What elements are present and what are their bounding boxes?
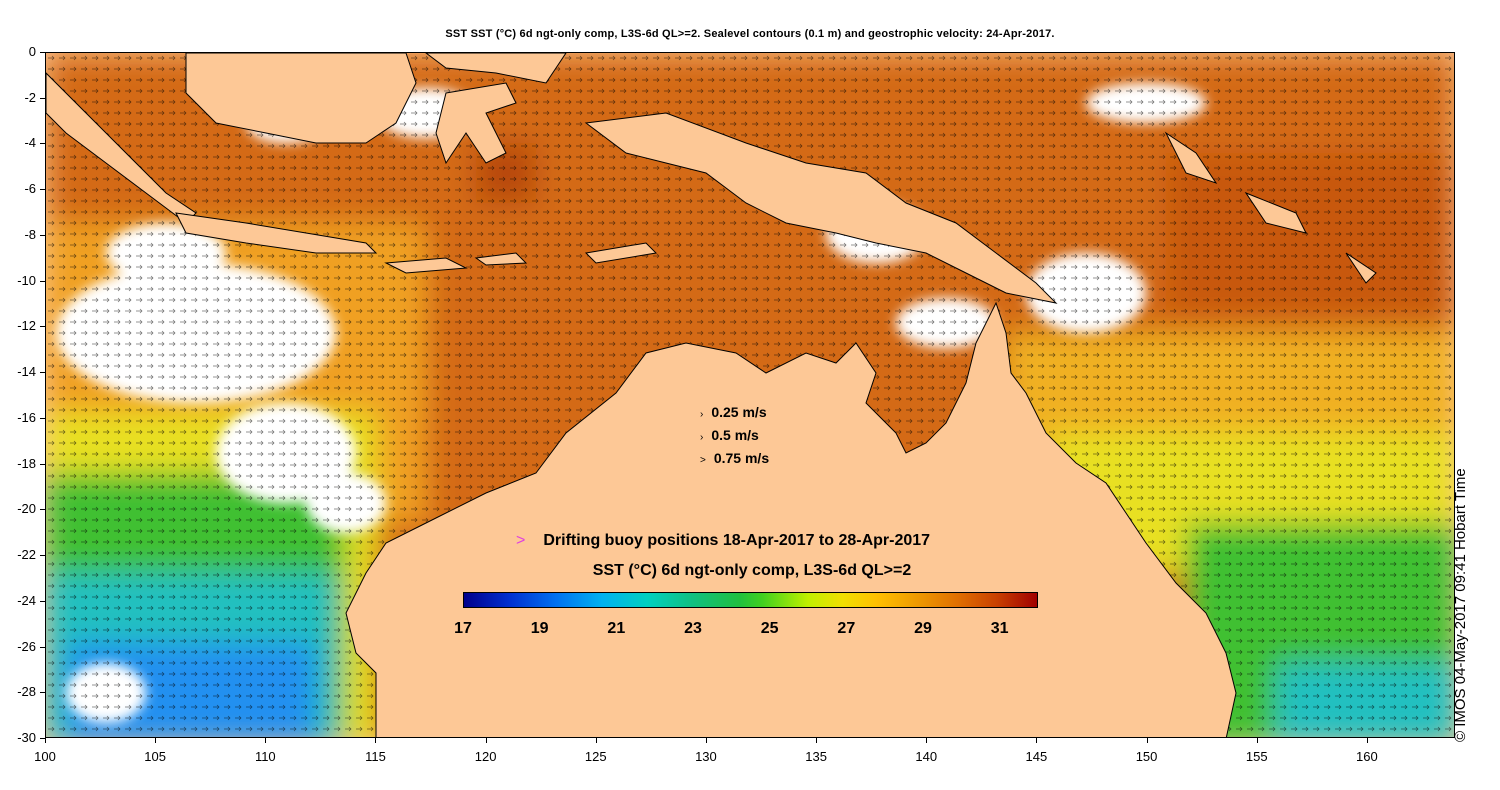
colorbar-tick-label: 25 <box>760 620 779 637</box>
map-title: SST SST (°C) 6d ngt-only comp, L3S-6d QL… <box>445 28 1055 40</box>
x-tick-label: 115 <box>365 749 386 764</box>
colorbar-tick-label: 21 <box>607 620 626 637</box>
y-tick-label: -2 <box>24 89 36 105</box>
y-tick-mark <box>40 509 45 511</box>
y-tick-label: 0 <box>28 44 36 59</box>
y-tick-mark <box>40 189 45 191</box>
y-tick-label: -10 <box>17 272 36 288</box>
y-tick-mark <box>40 326 45 328</box>
colorbar <box>463 592 1038 608</box>
x-tick-mark <box>595 738 597 743</box>
x-tick-mark <box>1146 738 1148 743</box>
velocity-arrow-icon: › <box>700 409 704 420</box>
colorbar-tick-label: 19 <box>530 620 549 637</box>
x-tick-label: 110 <box>254 749 276 764</box>
x-tick-label: 100 <box>34 749 56 764</box>
y-tick-label: -28 <box>17 684 36 700</box>
x-tick-mark <box>45 738 46 743</box>
x-tick-label: 120 <box>474 749 497 764</box>
x-tick-label: 125 <box>584 749 607 764</box>
x-tick-label: 130 <box>695 749 717 764</box>
colorbar-tick-label: 17 <box>454 620 472 637</box>
y-tick-label: -22 <box>17 547 36 563</box>
y-tick-mark <box>40 555 45 557</box>
x-tick-mark <box>265 738 267 743</box>
x-tick-mark <box>1366 738 1368 743</box>
colorbar-tick-label: 31 <box>990 620 1009 637</box>
velocity-legend-row: › 0.25 m/s <box>700 404 767 420</box>
y-tick-mark <box>40 646 45 648</box>
velocity-legend-label: 0.5 m/s <box>711 427 759 443</box>
y-tick-mark <box>40 280 45 282</box>
y-tick-mark <box>40 52 45 53</box>
y-tick-label: -20 <box>17 501 36 517</box>
y-tick-mark <box>40 463 45 465</box>
colorbar-title-text: SST (°C) 6d ngt-only comp, L3S-6d QL>=2 <box>592 562 912 579</box>
y-tick-mark <box>40 600 45 602</box>
credit-text: © IMOS 04-May-2017 09:41 Hobart Time <box>1452 468 1469 742</box>
velocity-arrow-icon: › <box>700 432 704 443</box>
y-tick-label: -4 <box>24 135 36 151</box>
y-tick-label: -18 <box>17 455 36 471</box>
sst-map[interactable] <box>45 52 1455 738</box>
y-tick-mark <box>40 234 45 236</box>
x-tick-label: 140 <box>915 749 938 764</box>
y-tick-label: -24 <box>17 592 36 608</box>
x-tick-mark <box>155 738 157 743</box>
y-tick-mark <box>40 143 45 145</box>
buoy-marker-icon: > <box>516 532 526 549</box>
y-tick-mark <box>40 417 45 419</box>
x-tick-mark <box>375 738 377 743</box>
x-tick-label: 150 <box>1135 749 1158 764</box>
colorbar-tick-label: 27 <box>837 620 856 637</box>
y-tick-mark <box>40 692 45 694</box>
x-tick-mark <box>1256 738 1258 743</box>
x-tick-label: 135 <box>805 749 827 764</box>
x-tick-mark <box>816 738 818 743</box>
x-tick-label: 155 <box>1245 749 1268 764</box>
sst-map-canvas <box>46 53 1454 737</box>
colorbar-title: SST (°C) 6d ngt-only comp, L3S-6d QL>=2 <box>0 562 1500 580</box>
land <box>46 53 1377 737</box>
buoy-legend-label: Drifting buoy positions 18-Apr-2017 to 2… <box>543 532 931 549</box>
y-tick-mark <box>40 97 45 99</box>
x-tick-mark <box>926 738 928 743</box>
x-tick-mark <box>705 738 707 743</box>
y-tick-mark <box>40 372 45 374</box>
colorbar-tick-label: 29 <box>914 620 932 637</box>
x-tick-mark <box>485 738 487 743</box>
y-tick-label: -16 <box>17 409 36 425</box>
x-tick-label: 145 <box>1025 749 1048 764</box>
y-tick-label: -8 <box>24 226 36 242</box>
colorbar-tick-label: 23 <box>684 620 702 637</box>
velocity-legend-row: › 0.5 m/s <box>700 427 759 443</box>
y-tick-label: -30 <box>17 730 36 745</box>
velocity-arrow-icon: > <box>700 455 706 466</box>
y-tick-mark <box>40 738 45 739</box>
x-tick-label: 160 <box>1356 749 1378 764</box>
y-tick-label: -14 <box>17 364 36 380</box>
y-tick-label: -6 <box>24 181 36 197</box>
x-tick-mark <box>1036 738 1038 743</box>
x-tick-label: 105 <box>144 749 166 764</box>
y-tick-label: -26 <box>17 638 36 654</box>
y-tick-label: -12 <box>17 318 36 334</box>
velocity-legend-row: >0.75 m/s <box>700 450 769 466</box>
buoy-legend: > Drifting buoy positions 18-Apr-2017 to … <box>516 532 930 550</box>
velocity-legend-label: 0.25 m/s <box>711 404 767 420</box>
velocity-legend-label: 0.75 m/s <box>713 450 770 466</box>
